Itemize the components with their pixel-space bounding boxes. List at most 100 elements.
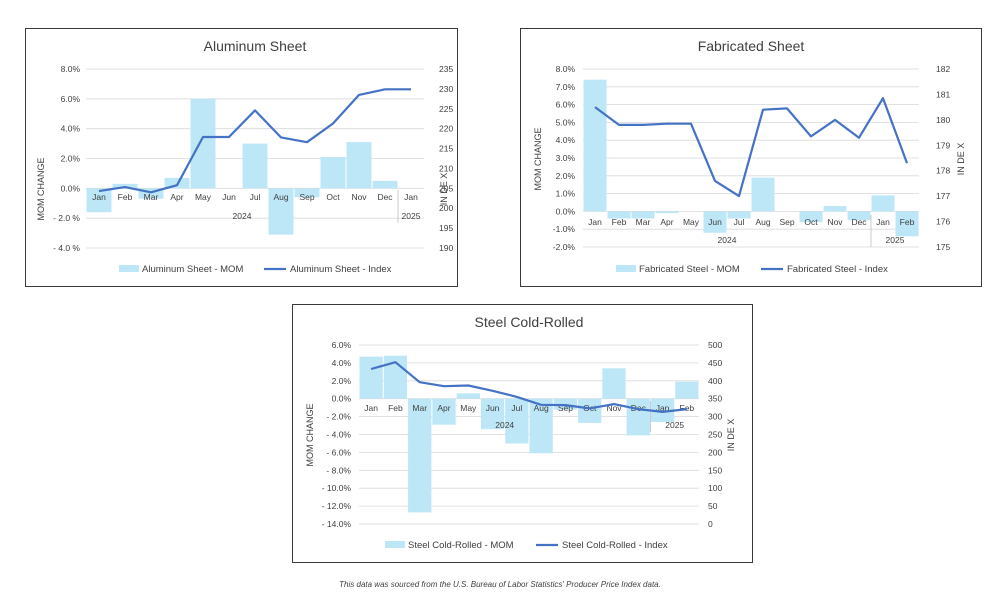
x-tick-label: Nov: [606, 403, 622, 413]
y2-tick-label: 175: [936, 242, 950, 252]
legend-line-label: Fabricated Steel - Index: [787, 264, 888, 275]
y2-tick-label: 225: [439, 104, 453, 114]
y2-axis-title: IN DE X: [956, 143, 966, 176]
y2-tick-label: 215: [439, 144, 453, 154]
bar-nov: [346, 142, 372, 189]
x-tick-label: Mar: [144, 192, 159, 202]
bar-mar: [138, 188, 164, 199]
index-line: [98, 88, 411, 194]
y2-tick-label: 205: [439, 183, 453, 193]
y2-tick-label: 350: [708, 394, 722, 404]
y-tick-label: 2.0%: [556, 171, 576, 181]
bar-feb: [675, 381, 699, 399]
y2-tick-label: 235: [439, 64, 453, 74]
y2-tick-label: 200: [708, 447, 722, 457]
x-tick-label: Feb: [900, 217, 915, 227]
legend-bar-label: Fabricated Steel - MOM: [639, 264, 740, 275]
chart-title: Steel Cold-Rolled: [475, 314, 584, 330]
year-label: 2024: [718, 235, 737, 245]
year-label: 2025: [665, 420, 684, 430]
fabricated-sheet-chart: Fabricated Sheet 8.0% 7.0% 6.0% 5.0% 4.0% 3.0%…: [533, 38, 966, 275]
y-tick-label: - 10.0%: [322, 483, 352, 493]
x-tick-label: Apr: [170, 192, 183, 202]
y-axis-title: MOM CHANGE: [533, 128, 543, 191]
y2-tick-label: 0: [708, 519, 713, 529]
x-tick-label: Jul: [734, 217, 745, 227]
year-label: 2024: [233, 211, 252, 221]
bar-apr: [432, 398, 456, 425]
x-tick-label: Apr: [437, 403, 450, 413]
y-tick-label: - 2.0 %: [53, 213, 80, 223]
bar-jan: [359, 356, 383, 399]
steel-cold-rolled-chart: Steel Cold-Rolled 6.0% 4.0% 2.0% 0.0% - 2.0% -…: [305, 314, 736, 551]
x-tick-label: Jan: [364, 403, 378, 413]
x-tick-label: Mar: [412, 403, 427, 413]
year-label: 2025: [886, 235, 905, 245]
aluminum-sheet-chart-panel: Aluminum Sheet 8.0% 6.0% 4.0% 2.0% 0.0% - 2.0 …: [25, 28, 458, 287]
bar-may: [456, 393, 480, 399]
y2-tick-label: 500: [708, 340, 722, 350]
legend-line-label: Aluminum Sheet - Index: [290, 264, 392, 275]
y2-tick-label: 230: [439, 84, 453, 94]
aluminum-sheet-chart: Aluminum Sheet 8.0% 6.0% 4.0% 2.0% 0.0% - 2.0 …: [36, 38, 453, 275]
y-tick-label: - 4.0%: [326, 430, 351, 440]
x-tick-label: May: [195, 192, 212, 202]
y-tick-label: - 14.0%: [322, 519, 352, 529]
y-tick-label: 7.0%: [556, 82, 576, 92]
bar-dec: [372, 180, 398, 189]
x-tick-label: Jan: [588, 217, 602, 227]
y-tick-label: - 8.0%: [326, 465, 351, 475]
bar-jul: [242, 143, 268, 189]
x-tick-label: Aug: [755, 217, 770, 227]
y2-tick-label: 220: [439, 124, 453, 134]
x-tick-label: Feb: [680, 403, 695, 413]
bar-mar: [631, 211, 655, 219]
y-axis-title: MOM CHANGE: [305, 404, 315, 467]
y2-tick-label: 400: [708, 376, 722, 386]
y2-tick-label: 195: [439, 223, 453, 233]
bar-jan: [871, 195, 895, 212]
x-tick-label: Dec: [631, 403, 647, 413]
bar-aug: [529, 398, 553, 454]
y-tick-label: 0.0%: [61, 183, 81, 193]
bar-oct: [799, 211, 823, 223]
y-tick-label: 4.0%: [61, 124, 81, 134]
y-tick-label: 6.0%: [556, 100, 576, 110]
x-tick-label: Aug: [273, 192, 288, 202]
x-tick-label: Oct: [326, 192, 340, 202]
x-tick-label: Feb: [612, 217, 627, 227]
y-tick-label: 2.0%: [61, 154, 81, 164]
x-tick-label: Nov: [351, 192, 367, 202]
x-tick-label: Mar: [636, 217, 651, 227]
y-tick-label: 6.0%: [61, 94, 81, 104]
x-tick-label: Sep: [558, 403, 573, 413]
y2-tick-label: 100: [708, 483, 722, 493]
y-tick-label: 4.0%: [556, 135, 576, 145]
x-tick-label: Feb: [118, 192, 133, 202]
x-tick-label: Jul: [250, 192, 261, 202]
y-tick-label: 3.0%: [556, 153, 576, 163]
legend-bar-swatch: [119, 265, 139, 272]
legend-line-label: Steel Cold-Rolled - Index: [562, 540, 668, 551]
y2-tick-label: 250: [708, 430, 722, 440]
y-tick-label: 0.0%: [332, 394, 352, 404]
bar-oct: [320, 157, 346, 189]
bar-oct: [578, 398, 602, 423]
y2-tick-label: 300: [708, 412, 722, 422]
year-label: 2024: [495, 420, 514, 430]
x-tick-label: Jun: [222, 192, 236, 202]
bar-jul: [505, 398, 529, 444]
year-label: 2025: [402, 211, 421, 221]
bar-jan: [86, 188, 112, 213]
y-tick-label: - 4.0 %: [53, 243, 80, 253]
y-tick-label: -1.0%: [553, 224, 576, 234]
x-tick-label: Jan: [404, 192, 418, 202]
y-tick-label: 8.0%: [556, 64, 576, 74]
x-tick-label: Feb: [388, 403, 403, 413]
bar-mar: [408, 398, 432, 513]
legend-bar-label: Steel Cold-Rolled - MOM: [408, 540, 514, 551]
x-tick-label: Jun: [708, 217, 722, 227]
legend-bar-swatch: [385, 541, 405, 548]
y2-tick-label: 182: [936, 64, 950, 74]
bar-apr: [655, 211, 679, 214]
